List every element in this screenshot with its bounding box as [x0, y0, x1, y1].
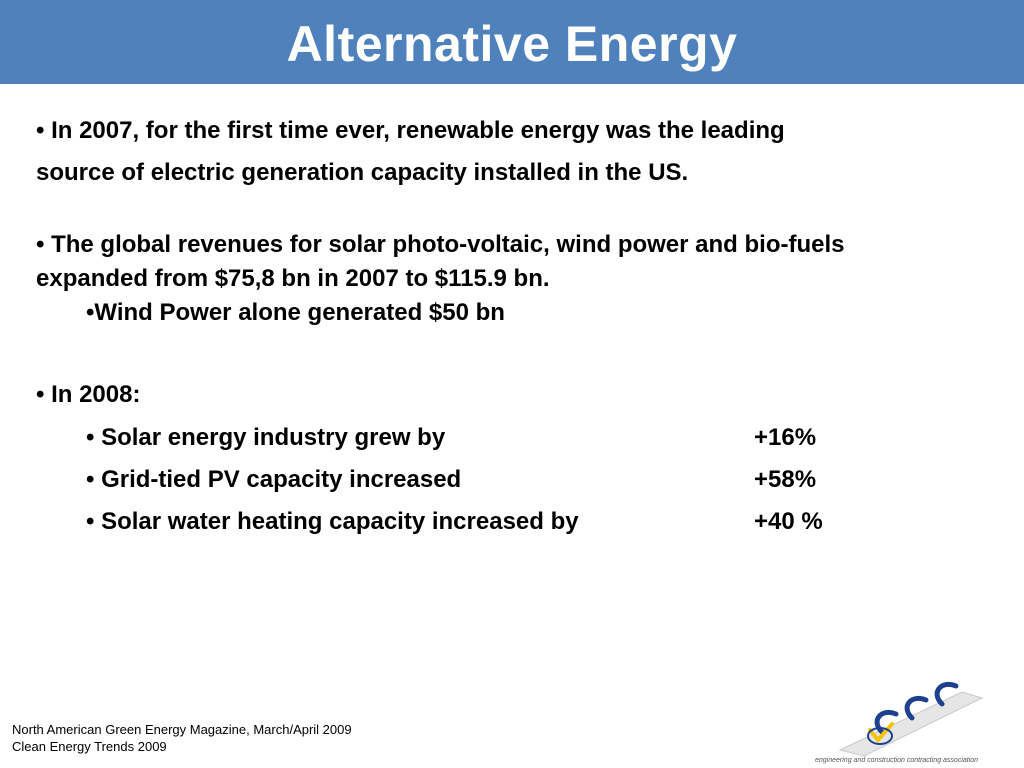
ecca-logo-icon	[838, 682, 984, 757]
stat-label-solar-water: • Solar water heating capacity increased…	[86, 508, 579, 535]
bullet-2007-line1: • In 2007, for the first time ever, rene…	[36, 117, 785, 144]
footer-source-2: Clean Energy Trends 2009	[12, 739, 167, 754]
bullet-revenues-line1: • The global revenues for solar photo-vo…	[36, 231, 845, 258]
stat-label-grid-pv: • Grid-tied PV capacity increased	[86, 466, 462, 493]
stat-value-grid-pv: +58%	[754, 466, 817, 493]
stat-value-solar-water: +40 %	[754, 508, 823, 535]
footer-source-1: North American Green Energy Magazine, Ma…	[12, 722, 352, 737]
stat-label-solar-industry: • Solar energy industry grew by	[86, 424, 446, 451]
slide-title: Alternative Energy	[286, 16, 738, 72]
stat-value-solar-industry: +16%	[754, 424, 817, 451]
title-bar	[0, 0, 1024, 84]
logo-caption: engineering and construction contracting…	[815, 757, 979, 764]
bullet-2007-line2: source of electric generation capacity i…	[36, 159, 689, 186]
sub-bullet-wind-power: •Wind Power alone generated $50 bn	[86, 299, 505, 326]
bullet-2008: • In 2008:	[36, 381, 141, 408]
bullet-revenues-line2: expanded from $75,8 bn in 2007 to $115.9…	[36, 265, 550, 292]
